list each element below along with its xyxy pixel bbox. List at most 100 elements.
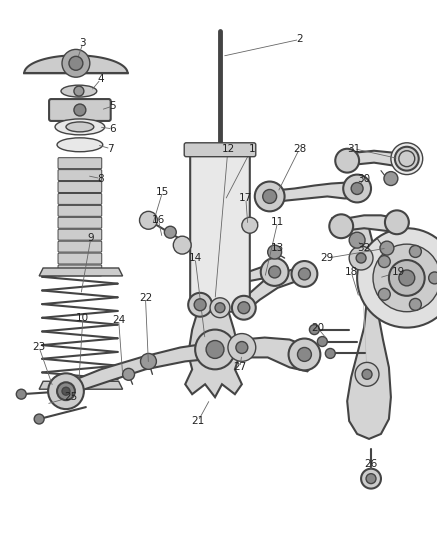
Polygon shape [240,268,309,310]
Circle shape [188,293,212,317]
Circle shape [236,342,248,353]
Text: 5: 5 [110,101,116,111]
Circle shape [356,253,366,263]
Ellipse shape [57,138,103,152]
Text: 17: 17 [239,193,252,204]
Text: 23: 23 [32,343,46,352]
Circle shape [391,143,423,175]
Circle shape [373,244,438,312]
FancyBboxPatch shape [58,265,102,276]
Text: 6: 6 [110,124,116,134]
Circle shape [309,325,319,335]
Circle shape [361,469,381,489]
Ellipse shape [55,119,105,135]
Circle shape [351,182,363,195]
Circle shape [378,288,390,300]
FancyBboxPatch shape [58,169,102,181]
Circle shape [215,303,225,313]
FancyBboxPatch shape [58,205,102,216]
Text: 7: 7 [107,144,114,154]
Circle shape [325,349,335,358]
Circle shape [206,341,224,358]
Text: 25: 25 [64,392,78,402]
Circle shape [355,362,379,386]
Text: 12: 12 [221,144,235,154]
Circle shape [242,217,258,233]
Circle shape [349,246,373,270]
Circle shape [210,298,230,318]
FancyBboxPatch shape [58,182,102,192]
FancyBboxPatch shape [58,241,102,252]
Text: 19: 19 [392,267,406,277]
Text: 26: 26 [364,459,378,469]
FancyBboxPatch shape [58,217,102,228]
Polygon shape [59,337,318,399]
Text: 10: 10 [76,313,89,322]
Circle shape [34,414,44,424]
Polygon shape [196,265,279,308]
FancyBboxPatch shape [49,99,111,121]
Circle shape [48,373,84,409]
Text: 24: 24 [112,314,125,325]
Text: 27: 27 [233,362,247,373]
Circle shape [380,241,394,255]
Polygon shape [39,268,123,276]
Polygon shape [344,151,411,168]
Text: 28: 28 [293,144,306,154]
Text: 11: 11 [271,217,284,227]
Circle shape [297,348,311,361]
Circle shape [343,175,371,203]
Text: 3: 3 [80,38,86,49]
Polygon shape [39,381,123,389]
Circle shape [16,389,26,399]
Circle shape [173,236,191,254]
Circle shape [123,368,134,380]
Text: 2: 2 [296,35,303,44]
Circle shape [268,266,281,278]
Circle shape [378,256,390,268]
Ellipse shape [61,85,97,97]
Polygon shape [185,305,242,397]
Circle shape [389,212,409,232]
Text: 13: 13 [271,243,284,253]
Circle shape [69,56,83,70]
Circle shape [141,353,156,369]
Text: 29: 29 [321,253,334,263]
Circle shape [195,329,235,369]
Circle shape [349,232,365,248]
FancyBboxPatch shape [190,145,250,312]
Circle shape [399,151,415,167]
Text: 16: 16 [152,215,165,225]
Text: 1: 1 [248,144,255,154]
Polygon shape [268,182,361,203]
Text: 14: 14 [188,253,202,263]
Polygon shape [24,55,127,73]
Circle shape [298,268,311,280]
Text: 21: 21 [191,416,205,426]
Circle shape [268,245,282,259]
Text: 18: 18 [345,267,358,277]
Circle shape [140,212,157,229]
Circle shape [385,211,409,234]
Circle shape [292,261,318,287]
Circle shape [318,336,327,346]
Circle shape [399,270,415,286]
FancyBboxPatch shape [184,143,256,157]
Circle shape [238,302,250,314]
Text: 8: 8 [97,174,104,183]
Circle shape [429,272,438,284]
Circle shape [232,296,256,320]
Circle shape [362,369,372,379]
Circle shape [395,147,419,171]
Circle shape [74,86,84,96]
Circle shape [261,258,289,286]
Circle shape [228,334,256,361]
Circle shape [62,387,70,395]
Circle shape [366,474,376,483]
Text: 9: 9 [88,233,94,243]
Ellipse shape [66,122,94,132]
Circle shape [410,298,421,310]
Text: 32: 32 [357,243,371,253]
Circle shape [357,228,438,328]
FancyBboxPatch shape [58,193,102,204]
